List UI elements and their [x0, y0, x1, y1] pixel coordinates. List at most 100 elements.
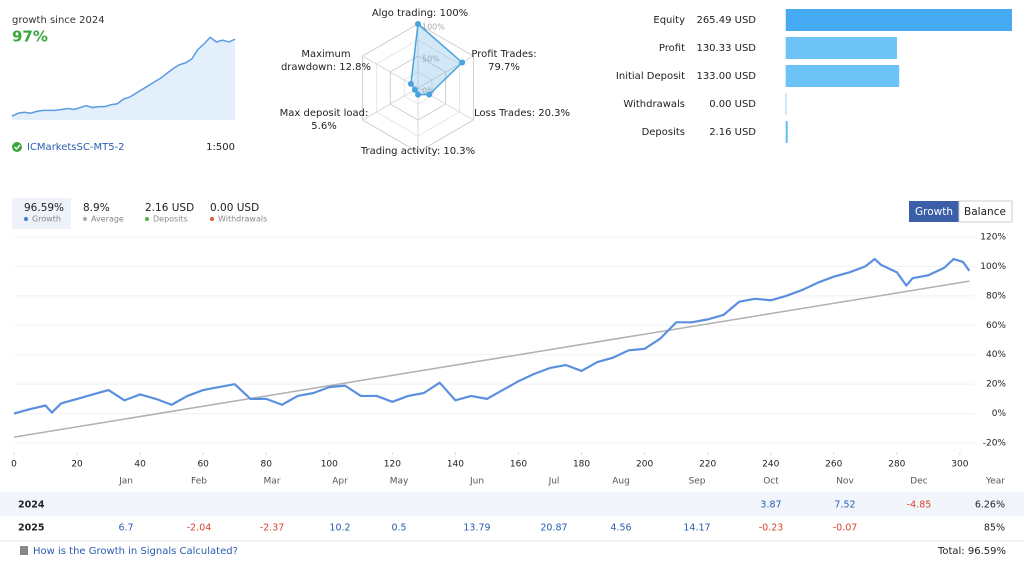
- button-growth[interactable]: [909, 201, 959, 222]
- summary-bar: [786, 37, 897, 59]
- radar-tick-label: 0%: [422, 87, 435, 96]
- table-cell: 6.7: [118, 523, 133, 534]
- table-cell: -4.85: [907, 500, 932, 511]
- stat-dot: [145, 217, 149, 221]
- stat-label: Average: [91, 215, 124, 224]
- table-cell: -2.04: [187, 523, 212, 534]
- month-label: Apr: [332, 477, 348, 487]
- x-tick-label: 300: [951, 460, 968, 470]
- x-tick-label: 280: [888, 460, 905, 470]
- table-cell: -0.07: [833, 523, 858, 534]
- stat-value: 2.16 USD: [145, 202, 194, 214]
- radar-label: 5.6%: [311, 121, 336, 132]
- y-tick-label: 60%: [986, 321, 1006, 331]
- x-tick-label: 140: [447, 460, 464, 470]
- y-tick-label: 120%: [980, 232, 1006, 242]
- table-cell: 0.5: [391, 523, 406, 534]
- summary-value: 0.00 USD: [709, 99, 756, 110]
- summary-value: 130.33 USD: [696, 43, 756, 54]
- radar-point: [411, 86, 418, 93]
- table-cell: 10.2: [329, 523, 350, 534]
- month-label: Oct: [763, 477, 779, 487]
- month-label: Feb: [191, 477, 207, 487]
- summary-bar: [786, 65, 900, 87]
- verified-icon: [12, 142, 22, 152]
- month-label: Jan: [118, 477, 133, 487]
- summary-bar: [786, 9, 1012, 31]
- stat-dot: [24, 217, 28, 221]
- y-tick-label: 40%: [986, 350, 1006, 360]
- help-link[interactable]: How is the Growth in Signals Calculated?: [33, 546, 238, 557]
- table-cell: 20.87: [540, 523, 567, 534]
- table-cell: 3.87: [760, 500, 781, 511]
- x-tick-label: 160: [510, 460, 527, 470]
- summary-label: Withdrawals: [623, 99, 685, 110]
- radar-label: Algo trading: 100%: [372, 8, 468, 19]
- button-label[interactable]: Balance: [964, 206, 1006, 218]
- help-icon: [20, 546, 28, 555]
- total: Total: 96.59%: [937, 546, 1006, 557]
- x-tick-label: 0: [11, 460, 17, 470]
- month-label: Year: [985, 477, 1005, 487]
- stat-value: 96.59%: [24, 202, 64, 214]
- button-label[interactable]: Growth: [915, 206, 953, 218]
- trend-line: [13, 280, 970, 438]
- month-label: Dec: [910, 477, 927, 487]
- x-tick-label: 240: [762, 460, 779, 470]
- table-cell: 13.79: [463, 523, 490, 534]
- table-cell: 6.26%: [975, 500, 1005, 511]
- stat-value: 8.9%: [83, 202, 110, 214]
- radar-label: Max deposit load:: [280, 108, 369, 119]
- radar-tick-label: 100%: [422, 23, 445, 32]
- y-tick-label: 80%: [986, 291, 1006, 301]
- radar-label: Profit Trades:: [471, 49, 536, 60]
- summary-label: Initial Deposit: [616, 71, 685, 82]
- growth-line: [13, 257, 971, 415]
- x-tick-label: 40: [134, 460, 146, 470]
- summary-value: 2.16 USD: [709, 127, 756, 138]
- table-cell: -2.37: [260, 523, 285, 534]
- radar-point: [407, 80, 414, 87]
- sparkline: [11, 36, 236, 117]
- stat-dot: [210, 217, 214, 221]
- radar-point: [415, 91, 421, 98]
- summary-label: Profit: [659, 43, 685, 54]
- x-tick-label: 220: [699, 460, 716, 470]
- x-tick-label: 100: [321, 460, 338, 470]
- table-cell: 7.52: [834, 500, 855, 511]
- y-tick-label: 100%: [980, 262, 1006, 272]
- month-label: Jun: [469, 477, 484, 487]
- x-tick-label: 120: [384, 460, 401, 470]
- month-label: Aug: [612, 477, 630, 487]
- year-label: 2025: [18, 523, 44, 534]
- stat-label: Growth: [32, 215, 61, 224]
- button-balance[interactable]: [958, 200, 1013, 223]
- table-cell: -0.23: [759, 523, 784, 534]
- year-label: 2024: [18, 500, 45, 511]
- table-row-bg: [0, 492, 1024, 516]
- stat-active-bg: [12, 198, 71, 229]
- x-tick-label: 60: [197, 460, 209, 470]
- x-tick-label: 200: [636, 460, 653, 470]
- stat-label: Withdrawals: [218, 215, 267, 224]
- table-cell: 14.17: [683, 523, 710, 534]
- sparkline-area: [12, 37, 235, 120]
- x-tick-label: 80: [261, 460, 273, 470]
- summary-value: 265.49 USD: [696, 15, 756, 26]
- stat-dot: [83, 217, 87, 221]
- verified-check: [14, 144, 21, 151]
- radar-point: [415, 21, 421, 27]
- radar-label: drawdown: 12.8%: [281, 62, 371, 73]
- radar-label: Loss Trades: 20.3%: [474, 108, 570, 119]
- radar-tick-label: 50%: [422, 55, 440, 64]
- growth-title: growth since 2024: [12, 15, 105, 26]
- growth-value: 97%: [12, 28, 48, 46]
- account-link[interactable]: ICMarketsSC-MT5-2: [27, 142, 125, 153]
- month-label: Sep: [689, 477, 706, 487]
- summary-label: Equity: [653, 15, 685, 26]
- table-cell: 4.56: [610, 523, 631, 534]
- leverage: 1:500: [206, 142, 235, 153]
- y-tick-label: 0%: [992, 409, 1007, 419]
- radar-label: Trading activity: 10.3%: [360, 146, 475, 157]
